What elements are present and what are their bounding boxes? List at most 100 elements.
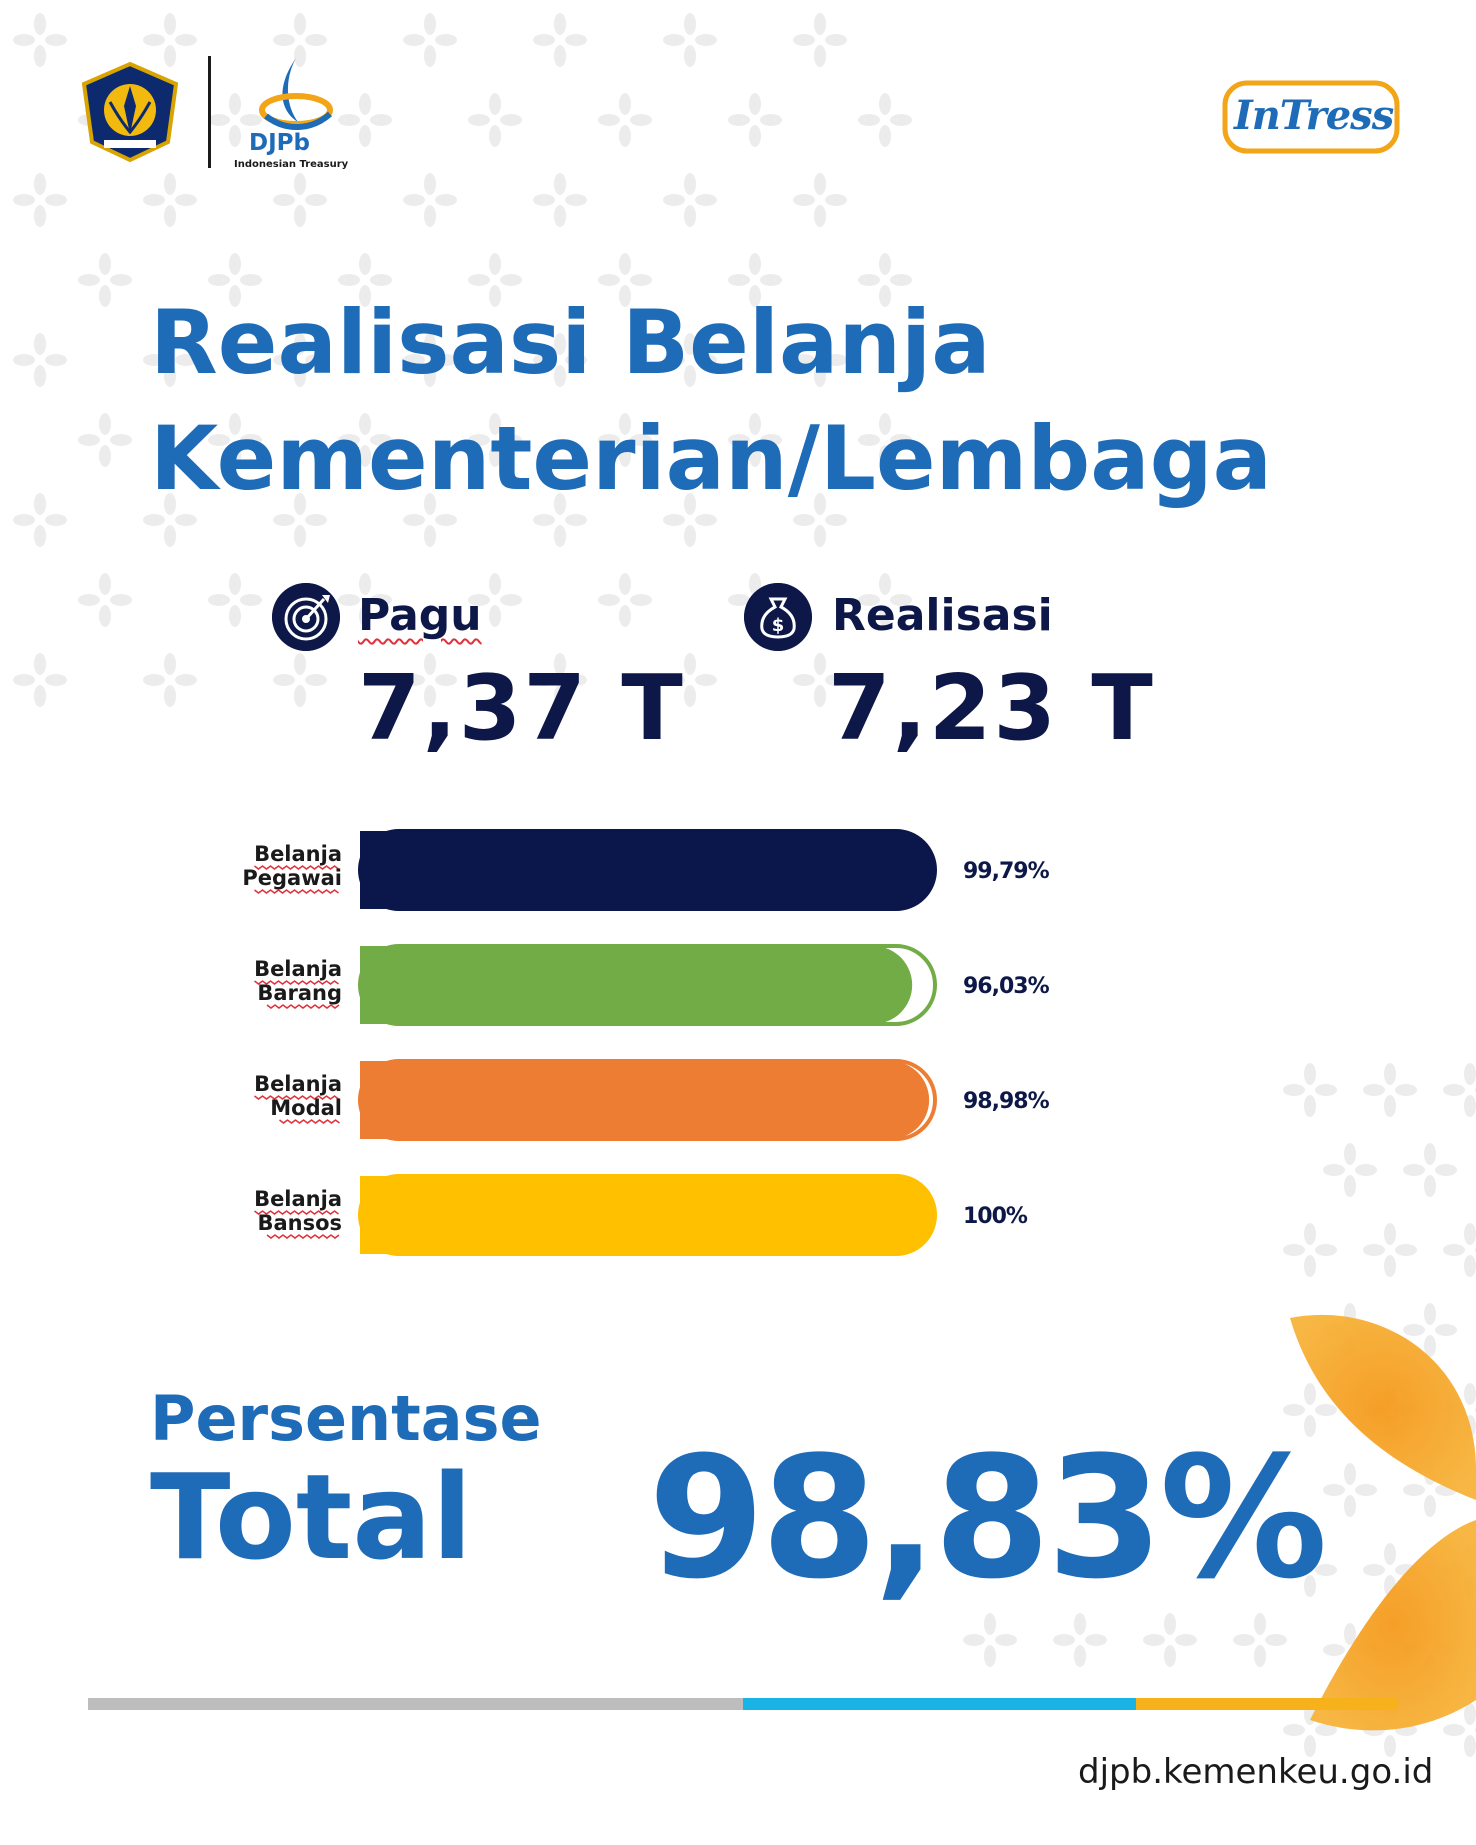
pattern-leaf bbox=[890, 114, 912, 126]
pattern-leaf bbox=[684, 365, 696, 387]
pattern-leaf bbox=[370, 434, 392, 446]
bar bbox=[360, 946, 913, 1024]
pattern-leaf bbox=[164, 685, 176, 707]
pattern-leaf bbox=[34, 525, 46, 547]
pattern-leaf bbox=[1164, 1645, 1176, 1667]
pattern-leaf bbox=[45, 354, 67, 366]
pattern-leaf bbox=[814, 685, 826, 707]
pattern-leaf bbox=[1283, 1084, 1305, 1096]
page-title: Realisasi Belanja Kementerian/Lembaga bbox=[150, 285, 1430, 517]
pattern-leaf bbox=[533, 34, 555, 46]
pattern-leaf bbox=[858, 434, 880, 446]
pattern-leaf bbox=[1315, 1244, 1337, 1256]
pattern-leaf bbox=[565, 34, 587, 46]
pattern-leaf bbox=[1304, 1575, 1316, 1597]
pattern-leaf bbox=[164, 493, 176, 515]
pattern-leaf bbox=[143, 34, 165, 46]
pattern-leaf bbox=[1464, 1383, 1476, 1405]
pattern-leaf bbox=[684, 13, 696, 35]
pattern-leaf bbox=[143, 194, 165, 206]
pattern-leaf bbox=[1344, 1623, 1356, 1645]
pattern-leaf bbox=[229, 93, 241, 115]
pattern-leaf bbox=[1424, 1143, 1436, 1165]
pattern-leaf bbox=[814, 45, 826, 67]
total-label-line-2: Total bbox=[150, 1448, 473, 1586]
pattern-leaf bbox=[143, 354, 165, 366]
pattern-leaf bbox=[749, 445, 761, 467]
title-line-1: Realisasi Belanja bbox=[150, 291, 991, 394]
pattern-leaf bbox=[554, 13, 566, 35]
pattern-leaf bbox=[630, 434, 652, 446]
pattern-leaf bbox=[728, 114, 750, 126]
pattern-leaf bbox=[1363, 1084, 1385, 1096]
pattern-leaf bbox=[359, 285, 371, 307]
pattern-leaf bbox=[338, 594, 360, 606]
pattern-leaf bbox=[554, 45, 566, 67]
pattern-leaf bbox=[370, 274, 392, 286]
pattern-leaf bbox=[749, 125, 761, 147]
pattern-leaf bbox=[598, 594, 620, 606]
pattern-leaf bbox=[1304, 1735, 1316, 1757]
pattern-leaf bbox=[890, 434, 912, 446]
pattern-leaf bbox=[468, 274, 490, 286]
pattern-leaf bbox=[1164, 1613, 1176, 1635]
pattern-leaf bbox=[1315, 1724, 1337, 1736]
logo-divider bbox=[208, 56, 211, 168]
pattern-leaf bbox=[1283, 1724, 1305, 1736]
pattern-leaf bbox=[1085, 1634, 1107, 1646]
pattern-leaf bbox=[34, 653, 46, 675]
pattern-leaf bbox=[1265, 1634, 1287, 1646]
pattern-leaf bbox=[1443, 1724, 1465, 1736]
djpb-logo-subtitle: Indonesian Treasury bbox=[234, 159, 349, 170]
value-label: 96,03% bbox=[963, 974, 1050, 999]
pattern-leaf bbox=[338, 434, 360, 446]
pattern-leaf bbox=[814, 653, 826, 675]
pattern-leaf bbox=[110, 274, 132, 286]
pattern-leaf bbox=[468, 434, 490, 446]
pattern-leaf bbox=[13, 514, 35, 526]
pattern-leaf bbox=[359, 573, 371, 595]
pattern-leaf bbox=[99, 573, 111, 595]
pattern-leaf bbox=[424, 365, 436, 387]
spellcheck-underline bbox=[254, 1210, 339, 1215]
pattern-leaf bbox=[435, 674, 457, 686]
pattern-leaf bbox=[229, 413, 241, 435]
pattern-leaf bbox=[684, 493, 696, 515]
pattern-leaf bbox=[489, 285, 501, 307]
pattern-leaf bbox=[34, 365, 46, 387]
pattern-leaf bbox=[403, 34, 425, 46]
pattern-leaf bbox=[598, 114, 620, 126]
pattern-leaf bbox=[1464, 1735, 1476, 1757]
pattern-leaf bbox=[273, 34, 295, 46]
pattern-leaf bbox=[1464, 1063, 1476, 1085]
pattern-leaf bbox=[208, 434, 230, 446]
pattern-leaf bbox=[749, 413, 761, 435]
pattern-leaf bbox=[338, 274, 360, 286]
pattern-leaf bbox=[1304, 1543, 1316, 1565]
pattern-leaf bbox=[99, 445, 111, 467]
pattern-leaf bbox=[424, 13, 436, 35]
pattern-leaf bbox=[1384, 1223, 1396, 1245]
pattern-leaf bbox=[630, 594, 652, 606]
pattern-leaf bbox=[359, 445, 371, 467]
pattern-leaf bbox=[1363, 1564, 1385, 1576]
spellcheck-underline bbox=[266, 1234, 340, 1239]
pattern-leaf bbox=[305, 514, 327, 526]
pattern-leaf bbox=[78, 274, 100, 286]
pattern-leaf bbox=[143, 514, 165, 526]
pattern-leaf bbox=[1344, 1495, 1356, 1517]
pattern-leaf bbox=[598, 434, 620, 446]
pattern-leaf bbox=[294, 685, 306, 707]
pattern-leaf bbox=[1323, 1644, 1345, 1656]
pattern-leaf bbox=[619, 285, 631, 307]
pattern-leaf bbox=[1384, 1735, 1396, 1757]
pattern-leaf bbox=[1304, 1223, 1316, 1245]
pattern-leaf bbox=[424, 333, 436, 355]
pattern-leaf bbox=[630, 114, 652, 126]
pattern-leaf bbox=[663, 514, 685, 526]
pattern-leaf bbox=[164, 13, 176, 35]
pattern-leaf bbox=[208, 594, 230, 606]
pattern-leaf bbox=[468, 594, 490, 606]
pattern-leaf bbox=[879, 253, 891, 275]
